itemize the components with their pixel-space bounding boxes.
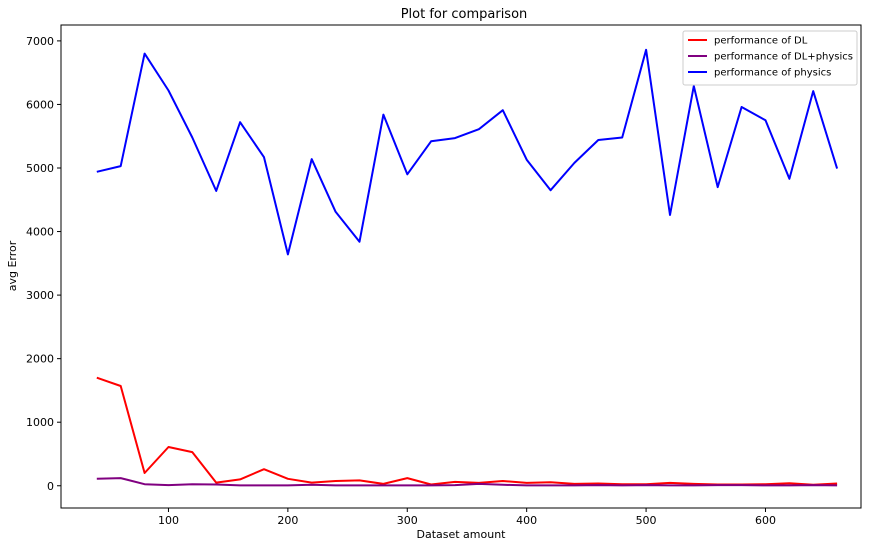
y-tick-label: 2000 (26, 353, 54, 366)
legend-label: performance of DL (714, 36, 808, 47)
y-tick-label: 6000 (26, 98, 54, 111)
legend-box (682, 30, 858, 86)
x-axis-label: Dataset amount (416, 528, 506, 541)
x-tick-label: 600 (755, 514, 776, 527)
y-tick-label: 0 (47, 480, 54, 493)
x-tick-label: 300 (397, 514, 418, 527)
series-lines (96, 48, 839, 487)
y-axis-label: avg Error (6, 240, 19, 291)
y-tick-label: 3000 (26, 289, 54, 302)
y-axis: 0 1000 2000 3000 4000 5000 6000 7000 (26, 35, 61, 493)
y-tick-label: 7000 (26, 35, 54, 48)
plot-frame (60, 24, 862, 509)
series-line-2 (96, 48, 839, 256)
legend-label: performance of DL+physics (714, 52, 853, 63)
x-tick-label: 500 (636, 514, 657, 527)
y-tick-label: 1000 (26, 416, 54, 429)
plot-area (60, 24, 862, 509)
y-tick-label: 4000 (26, 226, 54, 239)
x-tick-label: 200 (277, 514, 298, 527)
y-tick-label: 5000 (26, 162, 54, 175)
legend: performance of DL performance of DL+physi… (682, 30, 858, 86)
x-tick-label: 400 (516, 514, 537, 527)
x-axis: 100 200 300 400 500 600 (158, 508, 776, 527)
series-line-1 (96, 477, 838, 487)
chart-title: Plot for comparison (401, 7, 528, 22)
x-tick-label: 100 (158, 514, 179, 527)
legend-label: performance of physics (714, 68, 831, 79)
